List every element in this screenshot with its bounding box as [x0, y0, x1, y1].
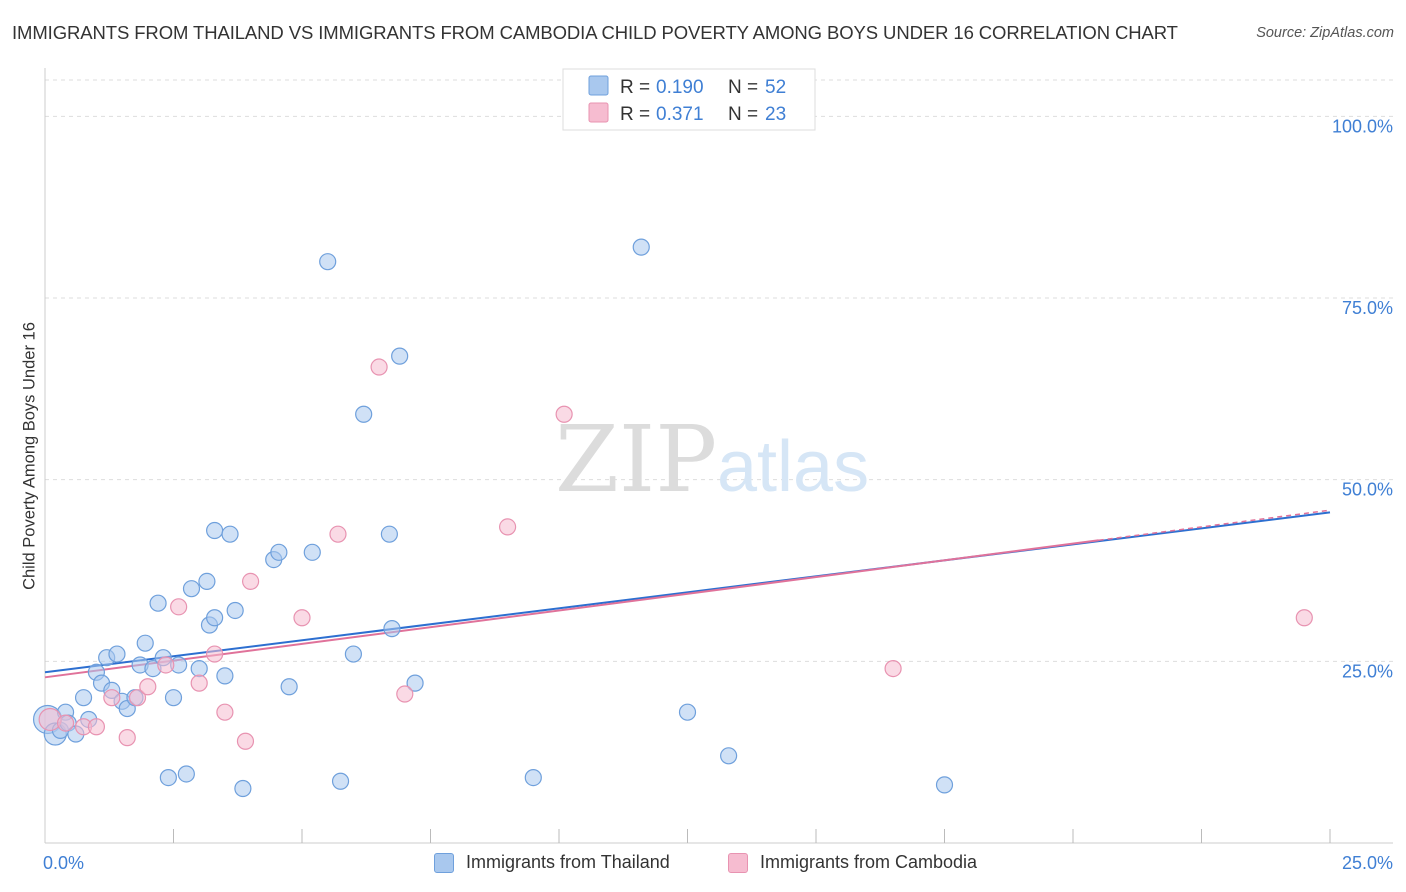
legend-box: R = 0.190 N = 52 R = 0.371 N = 23 — [562, 68, 816, 131]
thailand-point — [280, 678, 298, 696]
legend-swatch-thailand-bottom — [434, 852, 454, 873]
thailand-point — [406, 674, 424, 692]
thailand-point — [319, 253, 337, 271]
tick-labels: 25.0% 50.0% 75.0% 100.0% 0.0% 25.0% — [43, 116, 1393, 873]
cambodia-trend-line-dashed — [1098, 509, 1331, 542]
cambodia-point — [555, 405, 573, 423]
cambodia-point — [499, 518, 517, 536]
thailand-point — [136, 634, 154, 652]
thailand-point — [331, 772, 350, 790]
legend-label-cambodia: Immigrants from Cambodia — [760, 852, 978, 872]
legend-r-label-thailand: R = — [620, 77, 650, 98]
thailand-point — [190, 659, 208, 678]
thailand-point — [935, 776, 954, 794]
legend-n-value-cambodia: 23 — [765, 104, 786, 125]
cambodia-point — [396, 685, 414, 703]
legend-swatch-cambodia-bottom — [728, 852, 748, 873]
legend-swatch-cambodia — [588, 102, 609, 123]
y-tick-label: 25.0% — [1342, 661, 1393, 681]
cambodia-point — [190, 674, 208, 692]
cambodia-point — [216, 703, 234, 721]
cambodia-trend-line — [44, 539, 1099, 679]
thailand-point — [206, 521, 224, 540]
thailand-point — [355, 405, 373, 423]
thailand-point — [206, 609, 224, 627]
thailand-point — [234, 779, 252, 798]
thailand-point — [182, 580, 201, 598]
legend-n-label-thailand: N = — [728, 77, 758, 98]
cambodia-point — [329, 525, 347, 543]
watermark-zip: ZIP — [555, 406, 717, 513]
thailand-point — [678, 703, 697, 721]
legend-r-value-thailand: 0.190 — [656, 77, 704, 98]
thailand-point — [198, 572, 216, 591]
y-tick-label: 75.0% — [1342, 298, 1393, 318]
cambodia-point — [236, 732, 255, 750]
thailand-point — [221, 525, 239, 543]
thailand-point — [108, 645, 126, 663]
thailand-point — [177, 765, 195, 783]
y-tick-label: 100.0% — [1332, 116, 1393, 136]
cambodia-point — [293, 609, 311, 627]
legend-label-thailand: Immigrants from Thailand — [466, 852, 670, 872]
thailand-point — [344, 645, 362, 663]
legend-r-value-cambodia: 0.371 — [656, 104, 704, 125]
series-legend: Immigrants from Thailand Immigrants from… — [0, 852, 1406, 878]
thailand-point — [226, 601, 244, 620]
cambodia-point — [128, 689, 147, 707]
watermark-atlas: atlas — [717, 427, 869, 507]
data-points — [32, 238, 1313, 798]
thailand-point — [216, 667, 234, 685]
cambodia-point — [139, 678, 157, 696]
thailand-point — [720, 747, 738, 765]
legend-r-label-cambodia: R = — [620, 104, 650, 125]
cambodia-point — [103, 689, 121, 707]
thailand-point — [149, 594, 167, 612]
thailand-point — [383, 620, 401, 638]
cambodia-point — [170, 598, 188, 616]
thailand-point — [303, 543, 321, 561]
cambodia-point — [884, 659, 902, 678]
thailand-point — [74, 689, 93, 707]
thailand-point — [164, 689, 183, 707]
cambodia-point — [242, 572, 260, 591]
chart-source: Source: ZipAtlas.com — [1256, 25, 1394, 41]
thailand-point — [632, 238, 650, 256]
thailand-point — [380, 525, 398, 543]
thailand-trend-line — [44, 511, 1331, 674]
legend-n-value-thailand: 52 — [765, 77, 786, 98]
y-tick-label: 50.0% — [1342, 480, 1393, 500]
thailand-point — [270, 543, 288, 561]
x-tick-label: 0.0% — [43, 853, 84, 873]
cambodia-point — [1295, 609, 1313, 627]
cambodia-point — [118, 729, 136, 747]
cambodia-point — [87, 718, 106, 736]
cambodia-point — [206, 645, 224, 663]
thailand-point — [159, 768, 177, 787]
legend-swatch-thailand — [588, 75, 609, 96]
legend-item-thailand: Immigrants from Thailand — [434, 852, 670, 873]
thailand-point — [391, 347, 409, 365]
thailand-point — [524, 768, 542, 787]
legend-n-label-cambodia: N = — [728, 104, 758, 125]
cambodia-point — [370, 358, 388, 376]
cambodia-point — [56, 714, 75, 732]
chart-title: IMMIGRANTS FROM THAILAND VS IMMIGRANTS F… — [12, 22, 1178, 43]
cambodia-point — [157, 656, 175, 674]
x-tick-label: 25.0% — [1342, 853, 1393, 873]
legend-item-cambodia: Immigrants from Cambodia — [728, 852, 977, 873]
